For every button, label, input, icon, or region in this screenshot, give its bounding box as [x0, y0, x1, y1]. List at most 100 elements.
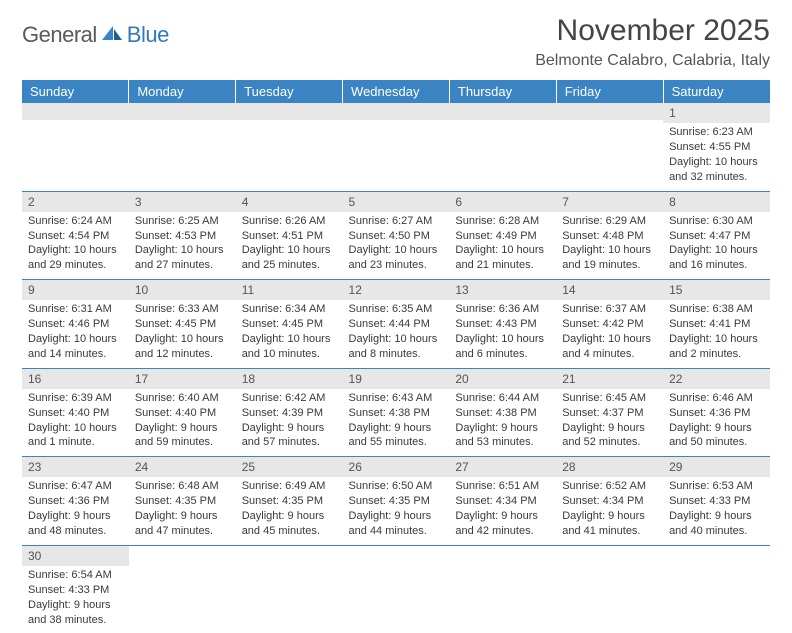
day-number: 8: [663, 192, 770, 212]
sunset-text: Sunset: 4:33 PM: [28, 583, 123, 598]
calendar-cell: 29Sunrise: 6:53 AMSunset: 4:33 PMDayligh…: [663, 457, 770, 546]
calendar-cell: 25Sunrise: 6:49 AMSunset: 4:35 PMDayligh…: [236, 457, 343, 546]
day-number: 23: [22, 457, 129, 477]
day-number: 30: [22, 546, 129, 566]
calendar-cell: [236, 103, 343, 191]
sunset-text: Sunset: 4:51 PM: [242, 229, 337, 244]
calendar-cell: [236, 545, 343, 633]
logo-text-2: Blue: [127, 22, 169, 48]
sunset-text: Sunset: 4:40 PM: [28, 406, 123, 421]
sunset-text: Sunset: 4:47 PM: [669, 229, 764, 244]
sunset-text: Sunset: 4:50 PM: [349, 229, 444, 244]
daylight-text: Daylight: 10 hours and 19 minutes.: [562, 243, 657, 273]
day-number: 9: [22, 280, 129, 300]
sunrise-text: Sunrise: 6:26 AM: [242, 214, 337, 229]
day-header: Thursday: [449, 80, 556, 103]
calendar-cell: [663, 545, 770, 633]
calendar-cell: 28Sunrise: 6:52 AMSunset: 4:34 PMDayligh…: [556, 457, 663, 546]
sunrise-text: Sunrise: 6:27 AM: [349, 214, 444, 229]
logo-sail-icon: [102, 26, 124, 47]
daylight-text: Daylight: 9 hours and 53 minutes.: [455, 421, 550, 451]
day-number: 27: [449, 457, 556, 477]
calendar-row: 2Sunrise: 6:24 AMSunset: 4:54 PMDaylight…: [22, 191, 770, 280]
day-number: 17: [129, 369, 236, 389]
calendar-table: Sunday Monday Tuesday Wednesday Thursday…: [22, 80, 770, 633]
sunrise-text: Sunrise: 6:47 AM: [28, 479, 123, 494]
day-header-row: Sunday Monday Tuesday Wednesday Thursday…: [22, 80, 770, 103]
calendar-cell: 6Sunrise: 6:28 AMSunset: 4:49 PMDaylight…: [449, 191, 556, 280]
daylight-text: Daylight: 10 hours and 29 minutes.: [28, 243, 123, 273]
daylight-text: Daylight: 9 hours and 48 minutes.: [28, 509, 123, 539]
daylight-text: Daylight: 9 hours and 45 minutes.: [242, 509, 337, 539]
calendar-cell: 3Sunrise: 6:25 AMSunset: 4:53 PMDaylight…: [129, 191, 236, 280]
daylight-text: Daylight: 10 hours and 8 minutes.: [349, 332, 444, 362]
sunrise-text: Sunrise: 6:54 AM: [28, 568, 123, 583]
day-number: 15: [663, 280, 770, 300]
sunrise-text: Sunrise: 6:37 AM: [562, 302, 657, 317]
day-number: 26: [343, 457, 450, 477]
day-number: [129, 103, 236, 120]
sunrise-text: Sunrise: 6:49 AM: [242, 479, 337, 494]
sunrise-text: Sunrise: 6:45 AM: [562, 391, 657, 406]
calendar-cell: 26Sunrise: 6:50 AMSunset: 4:35 PMDayligh…: [343, 457, 450, 546]
day-header: Friday: [556, 80, 663, 103]
calendar-cell: 24Sunrise: 6:48 AMSunset: 4:35 PMDayligh…: [129, 457, 236, 546]
day-number: 2: [22, 192, 129, 212]
calendar-cell: 20Sunrise: 6:44 AMSunset: 4:38 PMDayligh…: [449, 368, 556, 457]
sunrise-text: Sunrise: 6:34 AM: [242, 302, 337, 317]
daylight-text: Daylight: 9 hours and 42 minutes.: [455, 509, 550, 539]
sunrise-text: Sunrise: 6:39 AM: [28, 391, 123, 406]
sunrise-text: Sunrise: 6:29 AM: [562, 214, 657, 229]
day-header: Monday: [129, 80, 236, 103]
calendar-cell: 30Sunrise: 6:54 AMSunset: 4:33 PMDayligh…: [22, 545, 129, 633]
day-number: 19: [343, 369, 450, 389]
daylight-text: Daylight: 10 hours and 4 minutes.: [562, 332, 657, 362]
calendar-cell: 23Sunrise: 6:47 AMSunset: 4:36 PMDayligh…: [22, 457, 129, 546]
sunset-text: Sunset: 4:45 PM: [135, 317, 230, 332]
calendar-cell: 17Sunrise: 6:40 AMSunset: 4:40 PMDayligh…: [129, 368, 236, 457]
day-number: 6: [449, 192, 556, 212]
day-number: [556, 103, 663, 120]
sunset-text: Sunset: 4:53 PM: [135, 229, 230, 244]
calendar-cell: 18Sunrise: 6:42 AMSunset: 4:39 PMDayligh…: [236, 368, 343, 457]
calendar-cell: [556, 103, 663, 191]
sunset-text: Sunset: 4:38 PM: [455, 406, 550, 421]
calendar-cell: [556, 545, 663, 633]
day-number: [236, 103, 343, 120]
calendar-cell: 7Sunrise: 6:29 AMSunset: 4:48 PMDaylight…: [556, 191, 663, 280]
day-number: 5: [343, 192, 450, 212]
calendar-row: 9Sunrise: 6:31 AMSunset: 4:46 PMDaylight…: [22, 280, 770, 369]
sunrise-text: Sunrise: 6:35 AM: [349, 302, 444, 317]
daylight-text: Daylight: 10 hours and 14 minutes.: [28, 332, 123, 362]
sunrise-text: Sunrise: 6:36 AM: [455, 302, 550, 317]
calendar-cell: [129, 103, 236, 191]
day-number: 10: [129, 280, 236, 300]
sunset-text: Sunset: 4:33 PM: [669, 494, 764, 509]
calendar-row: 30Sunrise: 6:54 AMSunset: 4:33 PMDayligh…: [22, 545, 770, 633]
logo-text-1: General: [22, 22, 97, 48]
calendar-cell: 13Sunrise: 6:36 AMSunset: 4:43 PMDayligh…: [449, 280, 556, 369]
calendar-cell: [343, 545, 450, 633]
day-number: 25: [236, 457, 343, 477]
sunset-text: Sunset: 4:39 PM: [242, 406, 337, 421]
day-number: 18: [236, 369, 343, 389]
sunrise-text: Sunrise: 6:31 AM: [28, 302, 123, 317]
day-number: 4: [236, 192, 343, 212]
sunrise-text: Sunrise: 6:50 AM: [349, 479, 444, 494]
day-number: 16: [22, 369, 129, 389]
daylight-text: Daylight: 9 hours and 44 minutes.: [349, 509, 444, 539]
sunset-text: Sunset: 4:38 PM: [349, 406, 444, 421]
sunset-text: Sunset: 4:46 PM: [28, 317, 123, 332]
sunrise-text: Sunrise: 6:38 AM: [669, 302, 764, 317]
day-header: Saturday: [663, 80, 770, 103]
daylight-text: Daylight: 10 hours and 2 minutes.: [669, 332, 764, 362]
month-title: November 2025: [535, 14, 770, 48]
sunset-text: Sunset: 4:34 PM: [455, 494, 550, 509]
day-number: 28: [556, 457, 663, 477]
day-number: 3: [129, 192, 236, 212]
day-number: 11: [236, 280, 343, 300]
day-number: 1: [663, 103, 770, 123]
daylight-text: Daylight: 10 hours and 10 minutes.: [242, 332, 337, 362]
day-number: 13: [449, 280, 556, 300]
sunrise-text: Sunrise: 6:40 AM: [135, 391, 230, 406]
